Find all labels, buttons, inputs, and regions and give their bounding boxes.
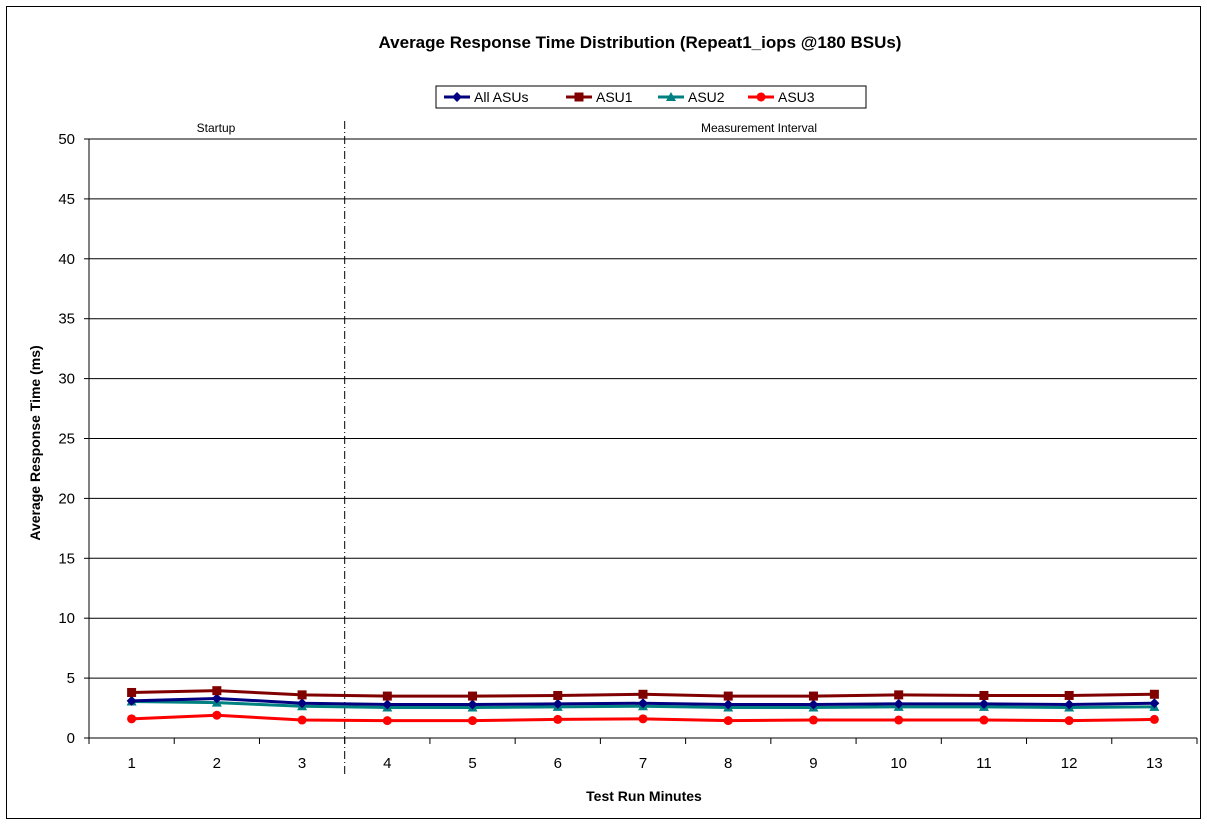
data-point-asu3	[297, 715, 307, 725]
x-tick-label: 6	[554, 755, 562, 772]
x-tick-label: 5	[468, 755, 476, 772]
legend: All ASUs ASU1 ASU2 ASU3	[435, 85, 867, 109]
x-tick-label: 7	[639, 755, 647, 772]
x-tick-label: 9	[809, 755, 817, 772]
y-tick-label: 50	[58, 131, 75, 148]
legend-marker-asu1	[574, 92, 584, 102]
data-point-asu1	[468, 691, 478, 701]
data-point-asu3	[723, 716, 733, 726]
series-layer	[126, 686, 1160, 726]
series-asu3	[127, 710, 1159, 726]
y-tick-label: 20	[58, 490, 75, 507]
data-point-all-asus	[211, 693, 222, 704]
data-point-all-asus	[723, 699, 734, 710]
data-point-asu1	[723, 691, 733, 701]
x-tick-label: 13	[1146, 755, 1163, 772]
x-tick-label: 8	[724, 755, 732, 772]
data-point-asu3	[127, 714, 137, 724]
data-point-all-asus	[1149, 698, 1160, 709]
data-point-asu3	[212, 710, 222, 720]
data-point-asu3	[1064, 716, 1074, 726]
data-point-asu3	[553, 714, 563, 724]
y-tick-label: 40	[58, 251, 75, 268]
series-all-asus	[126, 693, 1160, 710]
legend-marker-all-asus	[452, 92, 462, 102]
data-point-all-asus	[126, 695, 137, 706]
y-tick-label: 35	[58, 311, 75, 328]
x-tick-label: 1	[127, 755, 135, 772]
legend-label-all-asus: All ASUs	[474, 89, 528, 105]
y-tick-label: 15	[58, 550, 75, 567]
x-tick-label: 3	[298, 755, 306, 772]
data-point-asu1	[1149, 689, 1159, 699]
data-point-asu1	[894, 690, 904, 700]
data-point-all-asus	[552, 698, 563, 709]
data-point-all-asus	[638, 698, 648, 709]
data-point-asu1	[553, 690, 563, 700]
x-tick-label: 11	[976, 755, 992, 772]
chart-title: Average Response Time Distribution (Repe…	[379, 33, 902, 52]
y-tick-label: 45	[58, 191, 75, 208]
x-tick-label: 2	[213, 755, 221, 772]
data-point-asu1	[382, 691, 392, 701]
series-asu1	[127, 686, 1159, 701]
x-tick-label: 12	[1061, 755, 1078, 772]
data-point-all-asus	[467, 699, 478, 710]
y-tick-label: 25	[58, 431, 75, 448]
data-point-asu3	[638, 714, 648, 724]
legend-marker-asu3	[756, 92, 766, 102]
data-point-asu3	[808, 715, 818, 725]
data-point-asu1	[127, 687, 137, 697]
legend-label-asu2: ASU2	[688, 89, 725, 105]
measurement-interval-annotation: Measurement Interval	[701, 121, 817, 135]
data-point-asu3	[468, 716, 478, 726]
data-point-asu1	[297, 690, 307, 700]
y-tick-label: 5	[67, 670, 75, 687]
data-point-all-asus	[893, 698, 904, 709]
data-point-all-asus	[1064, 699, 1075, 710]
data-point-asu3	[1149, 714, 1159, 724]
legend-label-asu3: ASU3	[778, 89, 815, 105]
data-point-asu3	[382, 716, 392, 726]
gridlines	[89, 138, 1197, 679]
data-point-asu1	[1064, 690, 1074, 700]
y-axis-title: Average Response Time (ms)	[27, 345, 43, 540]
chart-frame	[6, 6, 1201, 819]
data-point-asu1	[979, 690, 989, 700]
data-point-all-asus	[382, 699, 393, 710]
x-axis-title: Test Run Minutes	[586, 788, 702, 804]
data-point-all-asus	[978, 698, 989, 709]
y-tick-label: 30	[58, 371, 75, 388]
data-point-asu3	[979, 715, 989, 725]
data-point-asu3	[894, 715, 904, 725]
data-point-asu1	[808, 691, 818, 701]
data-point-asu1	[212, 686, 222, 696]
y-tick-label: 10	[58, 610, 75, 627]
data-point-all-asus	[297, 698, 308, 709]
y-tick-label: 0	[67, 730, 75, 747]
data-point-asu1	[638, 689, 648, 699]
startup-annotation: Startup	[197, 121, 236, 135]
legend-label-asu1: ASU1	[596, 89, 633, 105]
legend-marker-asu2	[666, 92, 676, 101]
legend-box	[435, 85, 867, 109]
data-point-all-asus	[808, 699, 819, 710]
x-tick-label: 10	[890, 755, 907, 772]
x-tick-label: 4	[383, 755, 391, 772]
